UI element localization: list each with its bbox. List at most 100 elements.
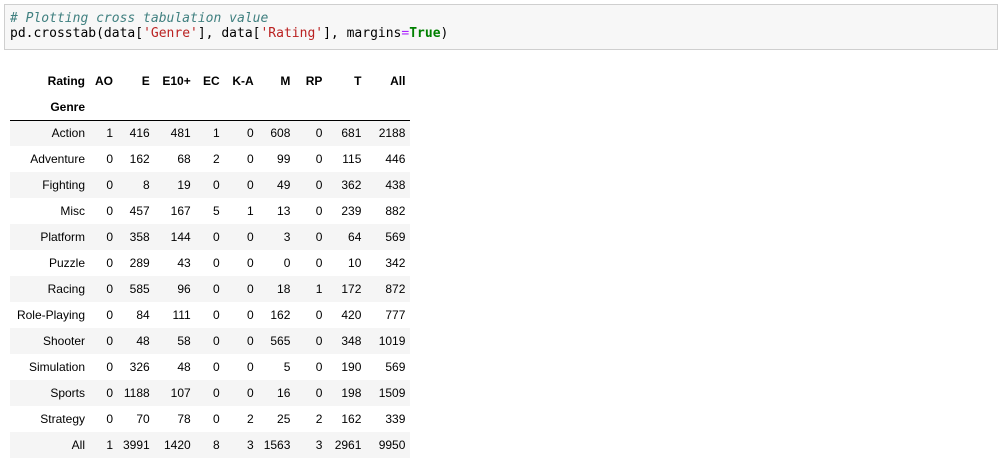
table-cell: 99 — [277, 152, 291, 166]
column-header: E — [141, 74, 150, 88]
table-cell: 0 — [213, 412, 220, 426]
table-row: Fighting 0 8 19 0 0 49 0 362 438 — [10, 172, 411, 198]
code-string-genre: 'Genre' — [143, 26, 198, 41]
row-label: Puzzle — [48, 256, 85, 270]
table-cell: 446 — [385, 152, 406, 166]
column-header: E10+ — [162, 74, 191, 88]
table-cell: 3 — [247, 438, 254, 452]
column-header: T — [354, 74, 362, 88]
table-cell: 5 — [213, 204, 220, 218]
table-cell: 9950 — [378, 438, 406, 452]
table-cell: 0 — [247, 152, 254, 166]
table-cell: 0 — [315, 334, 323, 348]
table-cell: 0 — [106, 256, 113, 270]
table-row: Strategy 0 70 78 0 2 25 2 162 339 — [10, 406, 411, 432]
code-comment: # Plotting cross tabulation value — [10, 11, 269, 26]
table-cell: 0 — [106, 152, 113, 166]
row-label: Role-Playing — [16, 308, 85, 322]
table-cell: 0 — [315, 308, 323, 322]
table-cell: 70 — [136, 412, 150, 426]
table-cell: 13 — [277, 204, 291, 218]
table-row: Sports 0 1188 107 0 0 16 0 198 1509 — [10, 380, 411, 406]
table-cell: 43 — [177, 256, 191, 270]
table-cell: 2 — [247, 412, 254, 426]
table-cell: 0 — [213, 178, 220, 192]
table-row: Platform 0 358 144 0 0 3 0 64 569 — [10, 224, 411, 250]
table-cell: 0 — [247, 308, 254, 322]
table-cell: 162 — [270, 308, 291, 322]
table-cell: 3991 — [123, 438, 150, 452]
table-row: Puzzle 0 289 43 0 0 0 0 10 342 — [10, 250, 411, 276]
table-cell: 0 — [106, 334, 113, 348]
code-close-paren: ) — [440, 26, 449, 41]
index-name-spacer — [224, 94, 259, 121]
table-cell: 58 — [177, 334, 191, 348]
table-cell: 107 — [170, 386, 191, 400]
table-cell: 348 — [341, 334, 362, 348]
table-cell: 1 — [106, 126, 113, 141]
table-cell: 0 — [213, 360, 220, 374]
table-row: Adventure 0 162 68 2 0 99 0 115 446 — [10, 146, 411, 172]
table-cell: 457 — [129, 204, 150, 218]
table-cell: 0 — [106, 204, 113, 218]
table-cell: 2188 — [378, 126, 406, 141]
table-cell: 1509 — [378, 386, 406, 400]
table-cell: 1563 — [263, 438, 291, 452]
table-cell: 882 — [385, 204, 406, 218]
table-cell: 0 — [106, 308, 113, 322]
table-row: Simulation 0 326 48 0 0 5 0 190 569 — [10, 354, 411, 380]
row-label: Shooter — [42, 334, 85, 348]
table-cell: 0 — [247, 178, 254, 192]
table-cell: 1019 — [378, 334, 406, 348]
table-cell: 326 — [129, 360, 150, 374]
table-cell: 111 — [172, 308, 191, 322]
table-cell: 1 — [247, 204, 254, 218]
table-cell: 18 — [277, 282, 291, 296]
table-cell: 0 — [315, 126, 323, 141]
index-name-spacer — [258, 94, 296, 121]
table-cell: 1 — [106, 438, 113, 452]
crosstab-table: Rating AO E E10+ EC K-A M RP T All Genre Action 1… — [10, 68, 411, 458]
code-func: pd.crosstab(data[ — [10, 26, 144, 41]
table-cell: 416 — [129, 126, 150, 141]
index-name-row: Genre — [10, 94, 411, 121]
code-cell[interactable]: # Plotting cross tabulation value pd.cro… — [4, 4, 998, 50]
table-cell: 49 — [277, 178, 291, 192]
table-cell: 1420 — [164, 438, 191, 452]
table-cell: 68 — [177, 152, 191, 166]
table-cell: 289 — [129, 256, 150, 270]
table-cell: 162 — [129, 152, 150, 166]
table-cell: 0 — [106, 360, 113, 374]
table-cell: 681 — [341, 126, 362, 141]
table-cell: 339 — [385, 412, 406, 426]
table-cell: 0 — [213, 256, 220, 270]
table-cell: 2961 — [334, 438, 362, 452]
table-cell: 48 — [177, 360, 191, 374]
table-body: Action 1 416 481 1 0 608 0 681 2188 Adventure 0 162 6… — [10, 120, 411, 458]
table-cell: 8 — [143, 178, 150, 192]
table-row: Misc 0 457 167 5 1 13 0 239 882 — [10, 198, 411, 224]
table-cell: 198 — [341, 386, 362, 400]
code-keyword-true: True — [409, 26, 441, 41]
table-cell: 0 — [315, 178, 323, 192]
table-cell: 84 — [136, 308, 150, 322]
code-line: pd.crosstab(data['Genre'], data['Rating'… — [10, 26, 448, 41]
column-header: K-A — [232, 74, 254, 88]
table-cell: 0 — [213, 334, 220, 348]
table-cell: 172 — [341, 282, 362, 296]
row-label: Strategy — [40, 412, 85, 426]
table-cell: 48 — [136, 334, 150, 348]
table-cell: 162 — [341, 412, 362, 426]
column-header: AO — [95, 74, 113, 88]
table-row: Role-Playing 0 84 111 0 0 162 0 420 777 — [10, 302, 411, 328]
table-cell: 5 — [283, 360, 291, 374]
row-label: Adventure — [30, 152, 85, 166]
table-row: Action 1 416 481 1 0 608 0 681 2188 — [10, 120, 411, 146]
table-cell: 0 — [315, 360, 323, 374]
table-cell: 342 — [385, 256, 406, 270]
table-cell: 0 — [247, 126, 254, 141]
table-cell: 19 — [177, 178, 191, 192]
table-cell: 608 — [270, 126, 291, 141]
table-cell: 167 — [170, 204, 191, 218]
table-cell: 569 — [385, 230, 406, 244]
